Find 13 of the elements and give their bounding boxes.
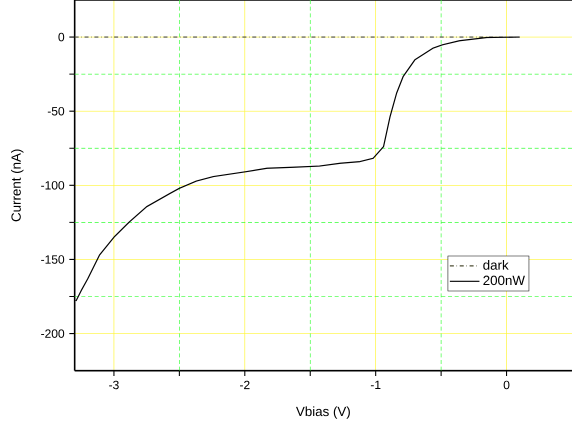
legend-label: dark: [483, 260, 509, 270]
x-tick-label: 0: [504, 380, 510, 390]
y-tick-label: -50: [48, 106, 64, 116]
y-tick-label: -100: [41, 181, 64, 190]
x-axis-title: Vbias (V): [296, 406, 350, 419]
y-tick-label: -200: [41, 329, 64, 338]
y-tick-label: -150: [41, 255, 64, 264]
y-axis-title: Current (nA): [11, 149, 24, 222]
x-tick-label: -2: [240, 380, 250, 390]
y-tick-label: 0: [58, 32, 64, 42]
x-tick-label: -1: [370, 380, 380, 389]
legend-label: 200nW: [483, 276, 525, 286]
x-tick-label: -3: [109, 380, 119, 390]
